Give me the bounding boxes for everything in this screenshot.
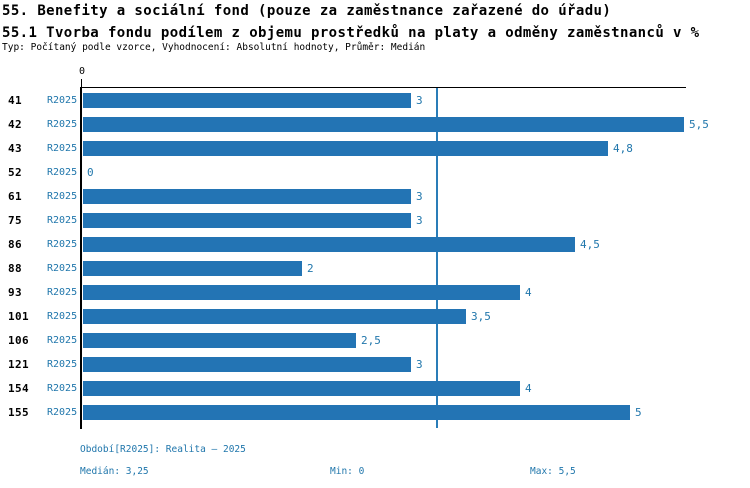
report-title: 55. Benefity a sociální fond (pouze za z…	[2, 3, 612, 19]
row-category-label: 154	[8, 382, 30, 395]
row-series-label: R2025	[47, 311, 78, 322]
bar-value-label: 3	[416, 358, 423, 371]
axis-top-line	[81, 87, 686, 88]
chart-row: 86 R2025 4,5	[0, 237, 750, 252]
report-subtitle: 55.1 Tvorba fondu podílem z objemu prost…	[2, 25, 700, 41]
value-bar	[83, 309, 466, 324]
row-series-label: R2025	[47, 335, 78, 346]
row-series-label: R2025	[47, 119, 78, 130]
row-series-label: R2025	[47, 191, 78, 202]
row-series-label: R2025	[47, 263, 78, 274]
row-category-label: 101	[8, 310, 30, 323]
row-series-label: R2025	[47, 95, 78, 106]
bar-value-label: 3	[416, 94, 423, 107]
row-category-label: 61	[8, 190, 23, 203]
bar-value-label: 0	[87, 166, 94, 179]
row-category-label: 121	[8, 358, 30, 371]
axis-zero-tick	[81, 79, 82, 88]
bar-value-label: 5,5	[689, 118, 709, 131]
value-bar	[83, 213, 411, 228]
row-series-label: R2025	[47, 239, 78, 250]
value-bar	[83, 333, 356, 348]
bar-value-label: 2,5	[361, 334, 381, 347]
value-bar	[83, 237, 575, 252]
chart-row: 93 R2025 4	[0, 285, 750, 300]
row-series-label: R2025	[47, 287, 78, 298]
row-series-label: R2025	[47, 359, 78, 370]
chart-row: 101 R2025 3,5	[0, 309, 750, 324]
bar-value-label: 3	[416, 214, 423, 227]
chart-row: 88 R2025 2	[0, 261, 750, 276]
row-category-label: 43	[8, 142, 23, 155]
value-bar	[83, 285, 520, 300]
chart-row: 106 R2025 2,5	[0, 333, 750, 348]
bar-value-label: 4,8	[613, 142, 633, 155]
row-series-label: R2025	[47, 383, 78, 394]
value-bar	[83, 189, 411, 204]
row-category-label: 155	[8, 406, 30, 419]
row-category-label: 88	[8, 262, 23, 275]
value-bar	[83, 93, 411, 108]
bar-value-label: 4	[525, 382, 532, 395]
footer-min: Min: 0	[330, 466, 365, 477]
report-meta: Typ: Počítaný podle vzorce, Vyhodnocení:…	[2, 42, 426, 53]
bar-value-label: 3	[416, 190, 423, 203]
row-category-label: 52	[8, 166, 23, 179]
chart-row: 155 R2025 5	[0, 405, 750, 420]
footer-median: Medián: 3,25	[80, 466, 149, 477]
footer-period: Období[R2025]: Realita – 2025	[80, 444, 246, 455]
row-series-label: R2025	[47, 167, 78, 178]
row-category-label: 86	[8, 238, 23, 251]
row-category-label: 93	[8, 286, 23, 299]
bar-value-label: 2	[307, 262, 314, 275]
row-series-label: R2025	[47, 407, 78, 418]
value-bar	[83, 141, 608, 156]
chart-row: 41 R2025 3	[0, 93, 750, 108]
row-category-label: 75	[8, 214, 23, 227]
value-bar	[83, 261, 302, 276]
row-series-label: R2025	[47, 215, 78, 226]
axis-zero-label: 0	[78, 66, 86, 77]
median-line	[436, 88, 438, 428]
value-bar	[83, 357, 411, 372]
value-bar	[83, 117, 684, 132]
chart-row: 75 R2025 3	[0, 213, 750, 228]
bar-value-label: 5	[635, 406, 642, 419]
bar-value-label: 3,5	[471, 310, 491, 323]
chart-row: 61 R2025 3	[0, 189, 750, 204]
chart-row: 42 R2025 5,5	[0, 117, 750, 132]
bar-value-label: 4	[525, 286, 532, 299]
chart-row: 43 R2025 4,8	[0, 141, 750, 156]
row-category-label: 106	[8, 334, 30, 347]
footer-max: Max: 5,5	[530, 466, 576, 477]
value-bar	[83, 405, 630, 420]
chart-row: 52 R2025 0	[0, 165, 750, 180]
chart-row: 121 R2025 3	[0, 357, 750, 372]
y-axis-line	[80, 87, 82, 429]
row-series-label: R2025	[47, 143, 78, 154]
chart-row: 154 R2025 4	[0, 381, 750, 396]
row-category-label: 41	[8, 94, 23, 107]
bar-value-label: 4,5	[580, 238, 600, 251]
row-category-label: 42	[8, 118, 23, 131]
value-bar	[83, 381, 520, 396]
